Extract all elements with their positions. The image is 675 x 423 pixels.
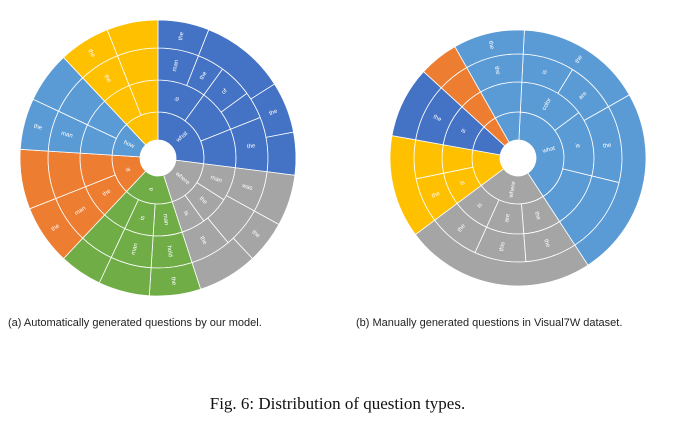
sunburst-a-label-3-0: man <box>172 59 180 72</box>
sunburst-a-label-4-7: the <box>169 277 176 287</box>
sunburst-b-label-3-4: the <box>542 239 551 249</box>
sunburst-b-label-2-6: is <box>459 180 465 187</box>
sunburst-chart-b: what where color is the are is is is is are the the t… <box>340 0 675 300</box>
sunburst-a-label-3-4: the <box>247 143 257 150</box>
sunburst-b-label-3-0: is <box>542 69 549 75</box>
sunburst-b-label-4-0: the <box>575 54 585 65</box>
sunburst-b-label-3-5: this <box>499 242 507 252</box>
sunburst-b-label-2-5: is <box>476 202 483 209</box>
sunburst-a-label-3-7: the <box>198 236 208 247</box>
sunburst-a-label-1-3: is <box>125 167 131 174</box>
sunburst-a-center-hole <box>140 140 176 176</box>
sunburst-a-label-1-2: a <box>148 186 155 191</box>
sunburst-a-label-4-0: the <box>178 31 186 41</box>
sunburst-b-label-3-2: the <box>603 143 613 150</box>
sunburst-b-label-3-1: are <box>578 90 589 101</box>
sunburst-a-label-3-13: man <box>60 131 73 140</box>
sunburst-a-label-2-3: man <box>210 175 223 185</box>
sunburst-a-label-4-10: the <box>51 223 62 233</box>
sunburst-a-label-4-14: the <box>86 48 96 59</box>
figure-caption: Fig. 6: Distribution of question types. <box>209 394 466 413</box>
sunburst-b-label-3-11: the <box>493 66 501 76</box>
sunburst-a-label-3-8: hold <box>166 245 173 257</box>
sunburst-a-label-4-12: the <box>33 124 43 132</box>
caption-b: (b) Manually generated questions in Visu… <box>356 317 623 329</box>
sunburst-b-label-1-0: what <box>541 146 556 155</box>
sunburst-a-label-3-5: was <box>240 183 253 192</box>
sunburst-b-label-3-9: the <box>432 114 443 123</box>
sunburst-a-label-1-4: how <box>123 140 136 150</box>
sunburst-b-label-1-1: where <box>508 180 517 199</box>
sunburst-b-label-4-6: the <box>487 41 495 51</box>
sunburst-a-label-2-6: man <box>161 213 168 225</box>
sunburst-a-label-2-0: is <box>174 96 181 102</box>
sunburst-a-svg: whatwhereaishowismantheismanisthemantheo… <box>19 19 297 297</box>
sunburst-b-ring-4-segment-6 <box>454 29 525 69</box>
sunburst-a-label-3-11: man <box>74 206 87 218</box>
sunburst-a-label-4-5: the <box>250 230 261 240</box>
sunburst-b-label-3-6: the <box>457 223 467 234</box>
sunburst-a-label-3-15: the <box>102 74 112 85</box>
sunburst-b-ring-3-segment-8 <box>413 139 445 180</box>
sunburst-b-center-hole <box>500 140 536 176</box>
caption-a: (a) Automatically generated questions by… <box>8 317 262 329</box>
sunburst-a-label-2-7: is <box>140 215 147 221</box>
sunburst-a-label-2-5: is <box>182 210 189 217</box>
sunburst-a-ring-4-segment-3 <box>265 131 297 176</box>
sunburst-a-ring-4-segment-15 <box>106 19 159 57</box>
sunburst-a-label-3-2: of <box>221 88 229 96</box>
sunburst-b-label-2-3: the <box>533 211 542 221</box>
sunburst-a-label-2-9: the <box>102 188 113 198</box>
sunburst-b-label-2-4: are <box>504 213 512 223</box>
sunburst-a-label-4-2: the <box>269 108 280 117</box>
sunburst-b-label-2-8: is <box>460 128 467 135</box>
sunburst-b-svg: what where color is the are is is is is are the the t… <box>389 29 647 287</box>
sunburst-a-label-2-4: the <box>198 196 209 207</box>
sunburst-b-label-3-7: the <box>431 191 442 200</box>
sunburst-a-label-3-1: the <box>199 70 209 81</box>
sunburst-chart-a: what where a is how is man the is man is the man the o… <box>0 0 330 300</box>
sunburst-b-label-2-0: color <box>541 97 552 111</box>
sunburst-a-label-3-9: man <box>131 243 140 256</box>
sunburst-b-label-2-1: is <box>575 143 580 150</box>
